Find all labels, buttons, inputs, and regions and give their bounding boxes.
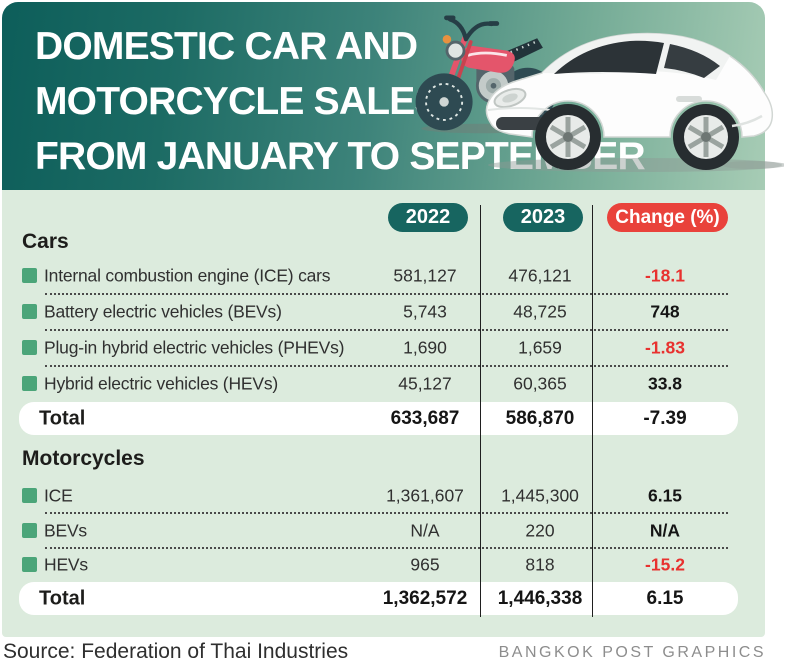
row-bullet-icon	[22, 557, 37, 572]
value-change: -18.1	[645, 265, 685, 286]
row-bullet-icon	[22, 487, 37, 503]
section-title-motorcycles: Motorcycles	[22, 447, 145, 470]
motorcycles-total-row: Total 1,362,572 1,446,338 6.15	[19, 582, 738, 615]
value-change: 748	[650, 301, 680, 322]
row-separator	[45, 329, 728, 331]
row-label: ICE	[44, 485, 73, 505]
column-header-change: Change (%)	[607, 203, 728, 232]
column-header-2022: 2022	[388, 203, 468, 232]
row-label: Battery electric vehicles (BEVs)	[44, 301, 282, 322]
value-2022: 1,690	[403, 337, 447, 358]
table-row: ICE 1,361,607 1,445,300 6.15	[2, 478, 765, 514]
value-change: 33.8	[647, 373, 683, 394]
source-credit: Source: Federation of Thai Industries	[3, 640, 349, 663]
total-label: Total	[39, 407, 86, 429]
table-row: BEVs N/A 220 N/A	[2, 513, 765, 549]
table-row: HEVs 965 818 -15.2	[2, 548, 765, 582]
column-divider	[480, 205, 481, 617]
value-2022: N/A	[410, 520, 440, 540]
row-label: HEVs	[44, 554, 88, 575]
value-2023: 220	[525, 520, 555, 540]
total-label: Total	[39, 587, 86, 609]
value-2023: 818	[525, 554, 555, 575]
value-change: -15.2	[645, 554, 685, 575]
total-2022: 1,362,572	[382, 587, 468, 609]
row-separator	[45, 365, 728, 367]
title-line-2: MOTORCYCLE SALES	[35, 80, 440, 123]
value-2022: 45,127	[398, 373, 452, 394]
value-2023: 1,445,300	[501, 485, 579, 505]
section-title-cars: Cars	[22, 230, 69, 253]
total-2023: 1,446,338	[497, 587, 583, 609]
total-2022: 633,687	[390, 407, 460, 429]
row-label: Hybrid electric vehicles (HEVs)	[44, 373, 278, 394]
value-2022: 581,127	[393, 265, 457, 286]
value-2023: 48,725	[513, 301, 567, 322]
row-separator	[45, 293, 728, 295]
row-label: Internal combustion engine (ICE) cars	[44, 265, 331, 286]
value-change: N/A	[649, 520, 681, 540]
total-change: -7.39	[643, 407, 687, 429]
table-row: Plug-in hybrid electric vehicles (PHEVs)…	[2, 330, 765, 367]
value-change: 6.15	[647, 485, 683, 505]
value-2023: 476,121	[508, 265, 572, 286]
column-divider	[592, 205, 593, 617]
header-banner: DOMESTIC CAR AND MOTORCYCLE SALES FROM J…	[2, 2, 784, 190]
graphics-credit: BANGKOK POST GRAPHICS	[498, 644, 766, 661]
row-label: Plug-in hybrid electric vehicles (PHEVs)	[44, 337, 345, 358]
total-2023: 586,870	[505, 407, 575, 429]
title-line-1: DOMESTIC CAR AND	[35, 25, 418, 68]
row-label: BEVs	[44, 520, 87, 540]
row-separator	[45, 512, 728, 514]
value-change: -1.83	[645, 337, 685, 358]
row-bullet-icon	[22, 522, 37, 538]
table-row: Hybrid electric vehicles (HEVs) 45,127 6…	[2, 366, 765, 402]
row-bullet-icon	[22, 304, 37, 319]
row-bullet-icon	[22, 376, 37, 391]
value-2023: 1,659	[518, 337, 562, 358]
row-bullet-icon	[22, 340, 37, 355]
car-icon	[485, 32, 784, 172]
data-panel: 2022 2023 Change (%) Cars Internal combu…	[2, 190, 765, 637]
cars-total-row: Total 633,687 586,870 -7.39	[19, 402, 738, 435]
total-change: 6.15	[646, 587, 684, 609]
row-bullet-icon	[22, 268, 37, 283]
table-row: Internal combustion engine (ICE) cars 58…	[2, 258, 765, 295]
value-2022: 965	[410, 554, 440, 575]
value-2022: 5,743	[403, 301, 447, 322]
value-2023: 60,365	[513, 373, 567, 394]
value-2022: 1,361,607	[386, 485, 464, 505]
table-row: Battery electric vehicles (BEVs) 5,743 4…	[2, 294, 765, 331]
row-separator	[45, 547, 728, 549]
column-header-2023: 2023	[503, 203, 583, 232]
